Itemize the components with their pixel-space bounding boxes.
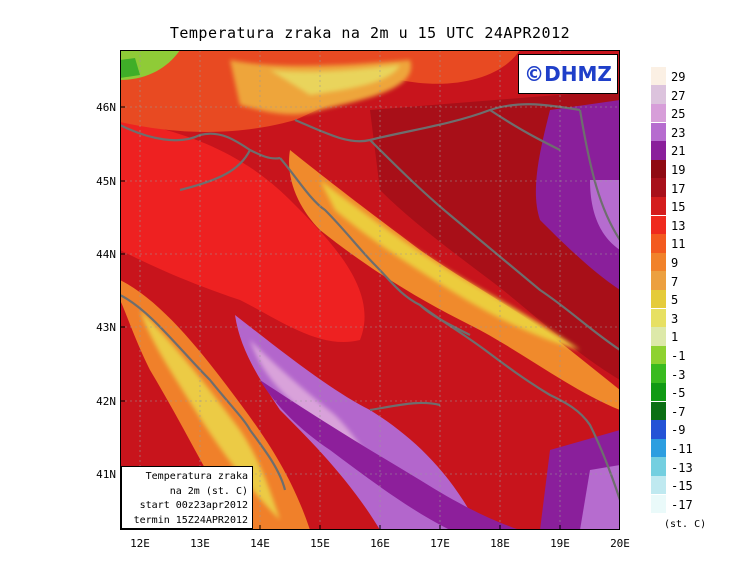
legend-swatch xyxy=(651,308,666,328)
legend-label: -3 xyxy=(671,367,686,382)
legend-label: -7 xyxy=(671,404,686,419)
legend-swatch xyxy=(651,327,666,346)
legend-label: -15 xyxy=(671,479,693,494)
lon-label-15e: 15E xyxy=(310,537,330,550)
lon-label-16e: 16E xyxy=(370,537,390,550)
legend-swatch xyxy=(651,289,666,309)
legend-swatch xyxy=(651,364,666,383)
legend-label: -11 xyxy=(671,442,693,456)
legend-label: 11 xyxy=(671,237,686,252)
legend-swatch xyxy=(651,66,666,86)
legend-label: 27 xyxy=(671,88,686,103)
legend-label: -9 xyxy=(671,423,686,438)
legend-swatch xyxy=(651,252,666,272)
legend-label: 29 xyxy=(671,70,686,84)
legend-swatch xyxy=(651,178,666,197)
legend-label: 23 xyxy=(671,125,686,140)
lat-label-43n: 43N xyxy=(96,321,116,334)
legend-label: 1 xyxy=(671,330,679,345)
legend-swatch xyxy=(651,159,666,179)
legend-swatch xyxy=(651,215,666,235)
lat-label-44n: 44N xyxy=(96,248,116,261)
info-line: na 2m (st. C) xyxy=(169,485,248,497)
grid-lines xyxy=(120,50,620,530)
dinaric-band-yellow xyxy=(320,180,580,350)
legend-swatch xyxy=(651,494,666,514)
legend-label: 7 xyxy=(671,274,679,289)
east-violet xyxy=(590,180,620,250)
legend-swatch xyxy=(651,85,666,104)
legend-swatch xyxy=(651,271,666,290)
legend-swatch xyxy=(651,420,666,439)
legend-unit: (st. C) xyxy=(664,519,707,530)
cold-patch-core xyxy=(120,58,140,78)
legend-swatch xyxy=(651,234,666,253)
lat-label-46n: 46N xyxy=(96,101,116,114)
legend-swatch xyxy=(651,103,666,123)
legend-swatch xyxy=(651,401,666,421)
legend-label: 21 xyxy=(671,144,686,159)
legend-swatch xyxy=(651,196,666,216)
info-line: Temperatura zraka xyxy=(145,471,248,482)
legend-label: -1 xyxy=(671,349,686,363)
legend-label: 5 xyxy=(671,293,679,308)
lat-label-41n: 41N xyxy=(96,468,116,481)
dhmz-logo: ©DHMZ xyxy=(518,54,618,94)
south-adriatic-purple xyxy=(235,315,480,530)
sea-warm-zone xyxy=(120,120,365,342)
alps-pale xyxy=(270,65,400,95)
legend-swatch xyxy=(651,122,666,142)
legend-label: 9 xyxy=(671,256,679,270)
legend-label: 19 xyxy=(671,163,686,177)
legend-label: 25 xyxy=(671,107,686,122)
lon-label-13e: 13E xyxy=(190,537,210,550)
info-line: start 00z23apr2012 xyxy=(139,500,248,511)
southeast-violet xyxy=(580,465,620,530)
lon-label-17e: 17E xyxy=(430,537,450,550)
legend-label: 15 xyxy=(671,200,686,215)
lat-label-45n: 45N xyxy=(96,175,116,188)
legend-label: -5 xyxy=(671,386,686,401)
temperature-map xyxy=(120,50,620,530)
lat-label-42n: 42N xyxy=(96,395,116,408)
info-line: termin 15Z24APR2012 xyxy=(133,514,248,526)
legend-swatch xyxy=(651,457,666,476)
legend-label: 3 xyxy=(671,311,679,326)
legend-label: 13 xyxy=(671,218,686,233)
lon-label-20e: 20E xyxy=(610,537,630,550)
legend-label: -17 xyxy=(671,497,693,512)
coastlines xyxy=(120,103,620,501)
lon-label-14e: 14E xyxy=(250,537,270,550)
legend-label: -13 xyxy=(671,460,693,475)
info-box: Temperatura zraka na 2m (st. C) start 00… xyxy=(121,466,253,529)
lon-label-18e: 18E xyxy=(490,537,510,550)
lon-label-12e: 12E xyxy=(130,537,150,550)
legend-label: 17 xyxy=(671,181,686,196)
legend-swatch xyxy=(651,382,666,402)
legend-swatch xyxy=(651,438,666,458)
legend-swatch xyxy=(651,345,666,365)
lon-label-19e: 19E xyxy=(550,537,570,550)
legend-swatch xyxy=(651,475,666,495)
map-title: Temperatura zraka na 2m u 15 UTC 24APR20… xyxy=(169,24,571,42)
south-adriatic-pale xyxy=(250,340,370,460)
legend-swatch xyxy=(651,141,666,160)
